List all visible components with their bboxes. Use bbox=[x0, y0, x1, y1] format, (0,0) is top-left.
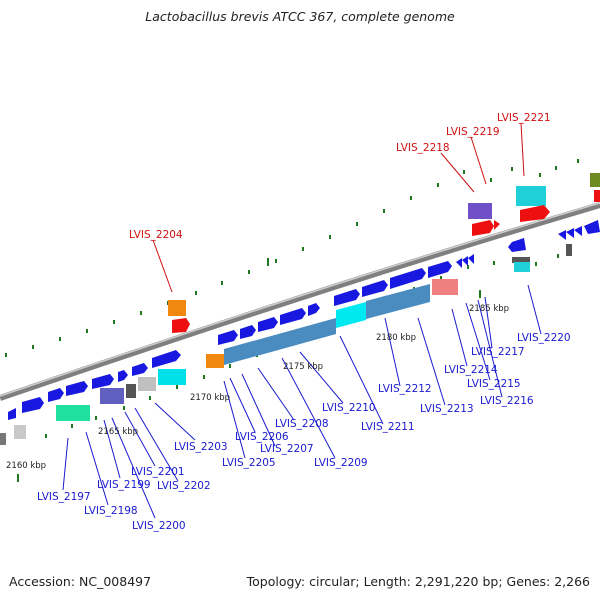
forward-genes bbox=[8, 254, 474, 420]
gene-label[interactable]: LVIS_2205 bbox=[222, 457, 276, 469]
gene-label[interactable]: LVIS_2202 bbox=[157, 480, 211, 492]
gene-label[interactable]: LVIS_2215 bbox=[467, 378, 521, 390]
gene-arrow[interactable] bbox=[92, 374, 114, 389]
gene-label[interactable]: LVIS_2200 bbox=[132, 520, 186, 532]
outer-tick-track bbox=[5, 159, 579, 357]
genome-backbone-highlight bbox=[0, 202, 600, 397]
gene-arrow[interactable] bbox=[308, 303, 320, 316]
kbp-label: 2175 kbp bbox=[283, 362, 323, 372]
gene-arrow[interactable] bbox=[118, 370, 128, 382]
gene-arrow[interactable] bbox=[22, 397, 44, 413]
gene-label[interactable]: LVIS_2216 bbox=[480, 395, 534, 407]
gene-label[interactable]: LVIS_2198 bbox=[84, 505, 138, 517]
accession-label: Accession: NC_008497 bbox=[9, 574, 152, 589]
gene-block[interactable] bbox=[0, 433, 6, 445]
map-title: Lactobacillus brevis ATCC 367, complete … bbox=[145, 9, 455, 24]
gene-arrow[interactable] bbox=[468, 254, 474, 264]
gene-label[interactable]: LVIS_2207 bbox=[260, 443, 314, 455]
gene-arrow[interactable] bbox=[462, 256, 468, 266]
gene-arrow[interactable] bbox=[428, 261, 452, 278]
gene-arrow[interactable] bbox=[574, 226, 582, 236]
kbp-label: 2185 kbp bbox=[469, 304, 509, 314]
gene-block[interactable] bbox=[126, 384, 136, 398]
gene-arrow[interactable] bbox=[362, 280, 388, 297]
gene-arrow[interactable] bbox=[558, 230, 566, 240]
gene-arrow[interactable] bbox=[390, 268, 426, 289]
kbp-label: 2180 kbp bbox=[376, 333, 416, 343]
gene-block[interactable] bbox=[206, 354, 224, 368]
gene-block[interactable] bbox=[138, 377, 156, 391]
gene-block[interactable] bbox=[512, 257, 530, 263]
gene-arrow[interactable] bbox=[456, 258, 462, 268]
gene-arrow[interactable] bbox=[258, 317, 278, 332]
right-reverse-genes bbox=[508, 220, 600, 272]
gene-label[interactable]: LVIS_2221 bbox=[497, 112, 551, 124]
gene-arrow[interactable] bbox=[152, 350, 181, 368]
gene-block[interactable] bbox=[14, 425, 26, 439]
reverse-genes bbox=[0, 284, 430, 445]
gene-label[interactable]: LVIS_2220 bbox=[517, 332, 571, 344]
gene-label[interactable]: LVIS_2212 bbox=[378, 383, 432, 395]
label-leaders-red bbox=[152, 122, 525, 293]
gene-block[interactable] bbox=[168, 300, 186, 316]
gene-block[interactable] bbox=[514, 262, 530, 272]
highlighted-gene-labels: LVIS_2204 LVIS_2218 LVIS_2219 LVIS_2221 bbox=[129, 112, 551, 241]
gene-arrow[interactable] bbox=[508, 238, 526, 252]
gene-label[interactable]: LVIS_2199 bbox=[97, 479, 151, 491]
gene-arrow[interactable] bbox=[566, 228, 574, 238]
gene-arrow[interactable] bbox=[8, 408, 16, 420]
gene-label[interactable]: LVIS_2217 bbox=[471, 346, 525, 358]
gene-block[interactable] bbox=[516, 186, 546, 206]
gene-label[interactable]: LVIS_2214 bbox=[444, 364, 498, 376]
kbp-label: 2170 kbp bbox=[190, 393, 230, 403]
genome-stats-label: Topology: circular; Length: 2,291,220 bp… bbox=[246, 574, 590, 589]
gene-arrow[interactable] bbox=[280, 308, 306, 325]
gene-block[interactable] bbox=[566, 244, 572, 256]
gene-arrow[interactable] bbox=[334, 289, 360, 306]
gene-block[interactable] bbox=[366, 284, 430, 319]
gene-arrow[interactable] bbox=[240, 325, 256, 339]
gene-arrow[interactable] bbox=[66, 381, 88, 396]
gene-block[interactable] bbox=[158, 369, 186, 385]
kbp-label: 2165 kbp bbox=[98, 427, 138, 437]
gene-labels: LVIS_2197 LVIS_2198 LVIS_2199 LVIS_2200 … bbox=[37, 332, 571, 532]
gene-label[interactable]: LVIS_2204 bbox=[129, 229, 183, 241]
gene-block[interactable] bbox=[432, 279, 458, 295]
gene-arrow[interactable] bbox=[172, 318, 190, 333]
label-leaders-blue bbox=[62, 284, 542, 519]
gene-block[interactable] bbox=[56, 405, 90, 421]
genome-backbone bbox=[0, 202, 600, 401]
gene-arrow[interactable] bbox=[218, 330, 238, 345]
gene-label[interactable]: LVIS_2201 bbox=[131, 466, 185, 478]
upper-genes bbox=[168, 173, 600, 333]
gene-label[interactable]: LVIS_2203 bbox=[174, 441, 228, 453]
gene-arrow[interactable] bbox=[48, 388, 64, 402]
gene-label[interactable]: LVIS_2213 bbox=[420, 403, 474, 415]
gene-block[interactable] bbox=[590, 173, 600, 187]
gene-label[interactable]: LVIS_2206 bbox=[235, 431, 289, 443]
kbp-label: 2160 kbp bbox=[6, 461, 46, 471]
gene-block[interactable] bbox=[100, 388, 124, 404]
gene-arrow[interactable] bbox=[472, 220, 494, 236]
gene-label[interactable]: LVIS_2208 bbox=[275, 418, 329, 430]
gene-label[interactable]: LVIS_2219 bbox=[446, 126, 500, 138]
gene-arrow[interactable] bbox=[520, 205, 550, 222]
gene-arrow[interactable] bbox=[494, 220, 500, 230]
gene-block[interactable] bbox=[468, 203, 492, 219]
gene-block[interactable] bbox=[336, 302, 366, 328]
gene-label[interactable]: LVIS_2197 bbox=[37, 491, 91, 503]
gene-label[interactable]: LVIS_2210 bbox=[322, 402, 376, 414]
gene-label[interactable]: LVIS_2218 bbox=[396, 142, 450, 154]
gene-label[interactable]: LVIS_2211 bbox=[361, 421, 415, 433]
gene-block[interactable] bbox=[594, 190, 600, 202]
gene-arrow[interactable] bbox=[132, 363, 148, 376]
gene-label[interactable]: LVIS_2209 bbox=[314, 457, 368, 469]
gene-arrow[interactable] bbox=[584, 220, 600, 234]
gene-block[interactable] bbox=[224, 318, 336, 365]
